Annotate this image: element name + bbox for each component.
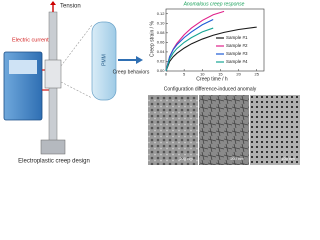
chart-subtitle: Anomalous creep response bbox=[183, 1, 245, 7]
series-line bbox=[165, 27, 214, 72]
graphical-abstract: Tension Electric current PMM Creep behav… bbox=[3, 1, 300, 165]
y-axis-label: Creep strain / % bbox=[149, 21, 155, 57]
y-tick-label: 0.12 bbox=[157, 11, 166, 16]
setup: Tension Electric current PMM Creep behav… bbox=[3, 1, 150, 165]
y-tick-label: 0.00 bbox=[157, 68, 166, 73]
y-tick-label: 0.04 bbox=[157, 49, 166, 54]
grip bbox=[44, 59, 62, 89]
series-line bbox=[165, 26, 257, 72]
scale-label: 200 nm bbox=[230, 156, 244, 161]
x-tick-label: 20 bbox=[236, 72, 241, 77]
y-tick-label: 0.08 bbox=[157, 30, 166, 35]
micrographs: Configuration difference-induced anomaly… bbox=[148, 86, 300, 165]
base bbox=[40, 139, 66, 155]
x-tick-label: 15 bbox=[218, 72, 223, 77]
flow-arrowhead bbox=[136, 56, 143, 64]
micrograph bbox=[199, 95, 249, 165]
scale-label: 100 nm bbox=[281, 156, 295, 161]
scale-label: 200 nm bbox=[179, 156, 193, 161]
power-display bbox=[9, 60, 37, 74]
plot-frame bbox=[165, 8, 265, 72]
series-line bbox=[165, 18, 214, 72]
micrograph bbox=[148, 95, 198, 165]
setup-caption: Electroplastic creep design bbox=[18, 159, 90, 165]
tension-arrowhead bbox=[50, 1, 56, 5]
x-axis-label: Creep time / h bbox=[196, 76, 228, 82]
arrow-label: Creep behaviors bbox=[113, 69, 150, 75]
legend-label: Sample #4 bbox=[226, 59, 248, 64]
specimen bbox=[91, 21, 117, 101]
zoom-lines bbox=[60, 24, 93, 99]
y-tick-label: 0.10 bbox=[157, 20, 166, 25]
legend-label: Sample #3 bbox=[226, 51, 248, 56]
x-tick-label: 10 bbox=[200, 72, 205, 77]
specimen-label: PMM bbox=[101, 54, 107, 66]
series-line bbox=[165, 10, 225, 72]
current-label: Electric current bbox=[12, 37, 49, 43]
y-tick-label: 0.02 bbox=[157, 59, 166, 64]
micrograph-title: Configuration difference-induced anomaly bbox=[164, 86, 257, 92]
x-tick-label: 25 bbox=[255, 72, 260, 77]
legend-label: Sample #1 bbox=[226, 35, 248, 40]
x-tick-label: 0 bbox=[165, 72, 168, 77]
legend-label: Sample #2 bbox=[226, 43, 248, 48]
tension-label: Tension bbox=[60, 4, 81, 10]
chart: Anomalous creep response Creep strain / … bbox=[149, 1, 265, 82]
y-tick-label: 0.06 bbox=[157, 39, 166, 44]
x-tick-label: 5 bbox=[183, 72, 186, 77]
micrograph bbox=[250, 95, 300, 165]
